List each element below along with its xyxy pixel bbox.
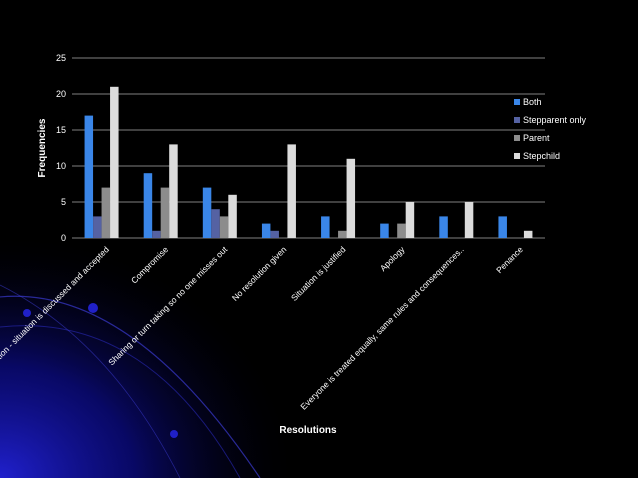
bar-both xyxy=(321,216,330,238)
bar-both xyxy=(498,216,507,238)
bar-stepchild xyxy=(287,144,296,238)
y-tick-label: 0 xyxy=(61,233,66,243)
y-tick-label: 20 xyxy=(56,89,66,99)
bar-stepparent-only xyxy=(211,209,220,238)
decor-arc-line xyxy=(0,284,181,478)
bar-both xyxy=(439,216,448,238)
bar-stepparent-only xyxy=(270,230,279,238)
bar-stepchild xyxy=(228,194,237,238)
bar-stepparent-only xyxy=(93,216,102,238)
legend-entry: Both xyxy=(523,97,542,107)
legend-entry: Stepchild xyxy=(523,151,560,161)
x-tick-label: Apology xyxy=(378,244,407,273)
chart-legend: Both Stepparent only Parent Stepchild xyxy=(514,97,587,161)
bar-stepparent-only xyxy=(152,230,161,238)
decor-arc-line xyxy=(0,295,261,478)
bar-stepchild xyxy=(405,202,415,238)
bar-stepchild xyxy=(110,86,119,238)
bar-both xyxy=(84,115,94,238)
legend-entry: Stepparent only xyxy=(523,115,587,125)
bar-both xyxy=(202,187,212,238)
legend-swatch xyxy=(514,99,520,105)
bar-both xyxy=(261,223,271,238)
y-tick-label: 25 xyxy=(56,53,66,63)
legend-entry: Parent xyxy=(523,133,550,143)
bar-parent xyxy=(219,216,229,238)
bar-parent xyxy=(160,187,170,238)
y-axis-label: Frequencies xyxy=(37,118,48,177)
legend-swatch xyxy=(514,135,520,141)
bar-parent xyxy=(101,187,111,238)
decor-dot xyxy=(23,309,31,317)
y-tick-label: 5 xyxy=(61,197,66,207)
bar-parent xyxy=(338,230,347,238)
bar-stepchild xyxy=(523,230,533,238)
y-tick-label: 15 xyxy=(56,125,66,135)
bar-both xyxy=(143,173,153,238)
y-tick-label: 10 xyxy=(56,161,66,171)
decor-dot xyxy=(88,303,98,313)
chart-gridlines xyxy=(72,57,545,239)
legend-swatch xyxy=(514,117,520,123)
decor-dot xyxy=(170,430,178,438)
bar-both xyxy=(380,223,389,238)
legend-swatch xyxy=(514,153,520,159)
blue-glow xyxy=(0,230,300,478)
x-axis-label: Resolutions xyxy=(279,425,337,436)
decor-arc-line xyxy=(0,325,241,478)
chart-bars xyxy=(84,86,533,238)
y-axis-ticks: 0 5 10 15 20 25 xyxy=(56,53,66,243)
bar-stepchild xyxy=(346,158,356,238)
bar-stepchild xyxy=(464,202,474,238)
bar-parent xyxy=(397,223,406,238)
x-tick-label: Penance xyxy=(494,244,525,275)
background-decoration xyxy=(0,230,300,478)
bar-stepchild xyxy=(169,144,178,238)
